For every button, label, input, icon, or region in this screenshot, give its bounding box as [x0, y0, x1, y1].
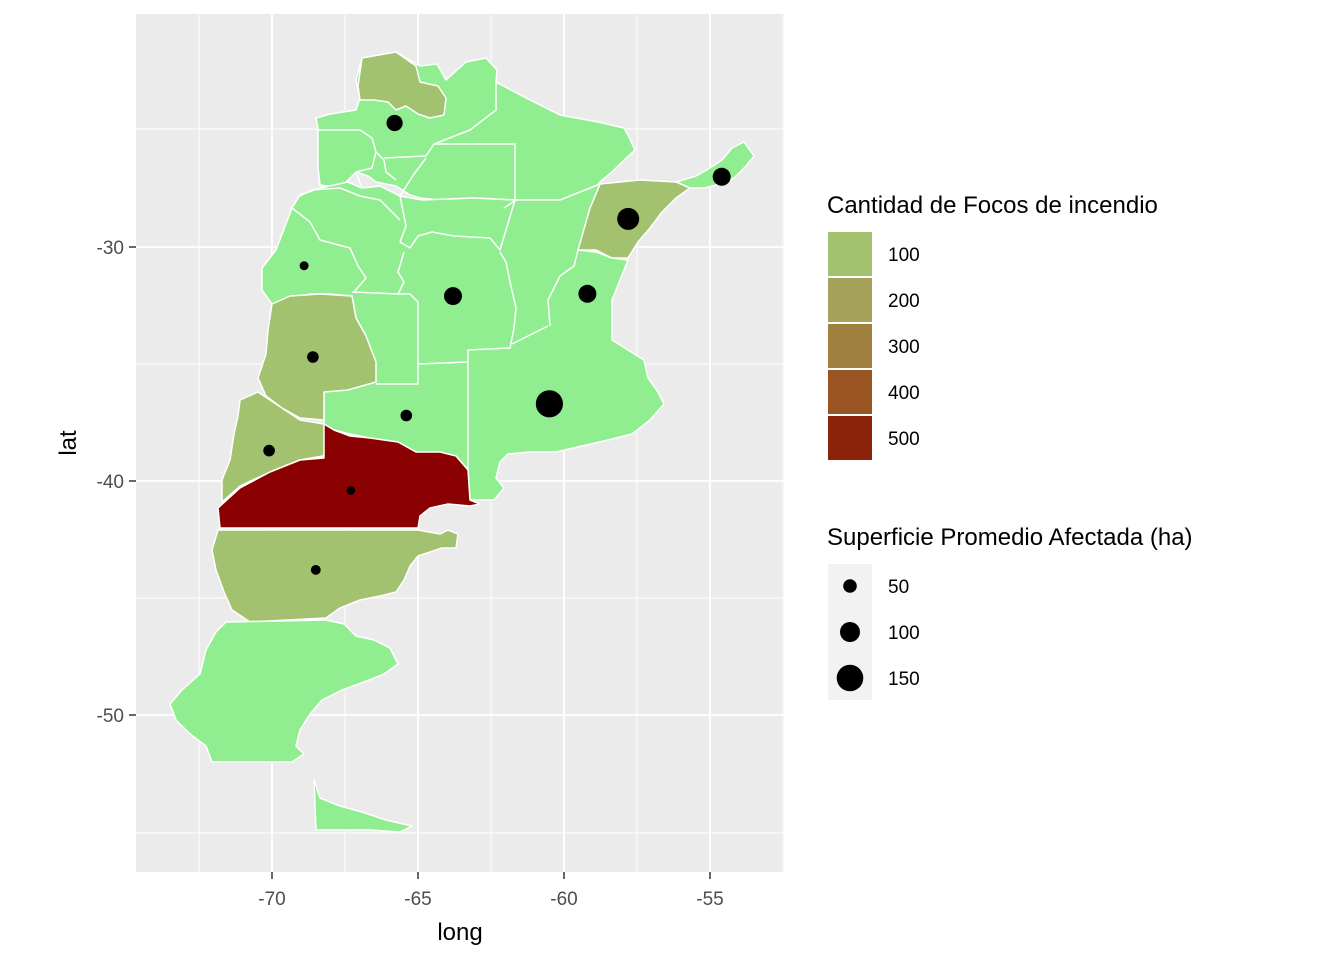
fire-point — [712, 167, 731, 186]
province-misiones — [675, 141, 755, 189]
x-axis: -70 -65 -60 -55 long — [258, 872, 724, 946]
fill-legend: Cantidad de Focos de incendio 100 200 30… — [827, 192, 1158, 460]
y-tick-label: -30 — [97, 238, 124, 259]
fill-legend-key — [828, 416, 872, 460]
fill-legend-title: Cantidad de Focos de incendio — [827, 192, 1158, 219]
fire-point — [444, 287, 462, 306]
x-axis-title: long — [437, 919, 482, 946]
fill-legend-label: 400 — [888, 383, 920, 404]
y-axis: -30 -40 -50 lat — [55, 238, 136, 727]
province-borders — [291, 82, 579, 470]
x-tick-label: -55 — [696, 889, 723, 910]
size-legend-key — [843, 579, 857, 593]
fire-point — [299, 261, 309, 271]
size-legend-label: 50 — [888, 577, 909, 598]
fire-point — [386, 114, 403, 132]
x-tick-label: -70 — [258, 889, 285, 910]
y-axis-title: lat — [55, 430, 82, 456]
size-legend-label: 150 — [888, 669, 920, 690]
size-legend: Superficie Promedio Afectada (ha) 50 100… — [827, 524, 1193, 700]
fill-legend-key — [828, 370, 872, 414]
fill-legend-key — [828, 232, 872, 276]
province-santa-cruz — [169, 619, 399, 763]
fire-point — [400, 409, 413, 422]
fill-legend-label: 100 — [888, 245, 920, 266]
fill-legend-label: 200 — [888, 291, 920, 312]
fire-point — [307, 351, 319, 363]
size-legend-title: Superficie Promedio Afectada (ha) — [827, 524, 1193, 551]
fill-legend-key — [828, 278, 872, 322]
fire-point — [310, 565, 321, 575]
fill-legend-key — [828, 324, 872, 368]
x-tick-label: -60 — [550, 889, 577, 910]
fill-legend-label: 500 — [888, 429, 920, 450]
y-tick-label: -50 — [97, 706, 124, 727]
y-tick-label: -40 — [97, 472, 124, 493]
fire-point — [617, 207, 640, 230]
size-legend-key — [840, 622, 860, 642]
x-tick-label: -65 — [404, 889, 431, 910]
province-jujuy — [357, 51, 447, 119]
fire-points — [263, 114, 731, 575]
province-rio-negro — [217, 423, 481, 529]
province-tierra-del-fuego — [313, 779, 413, 833]
province-chubut — [211, 529, 459, 623]
size-legend-label: 100 — [888, 623, 920, 644]
fire-point — [263, 444, 275, 457]
size-legend-key — [836, 664, 864, 692]
provinces — [169, 51, 755, 833]
fill-legend-label: 300 — [888, 337, 920, 358]
fire-point — [578, 284, 597, 303]
fire-point — [346, 486, 356, 495]
fire-point — [535, 390, 564, 418]
